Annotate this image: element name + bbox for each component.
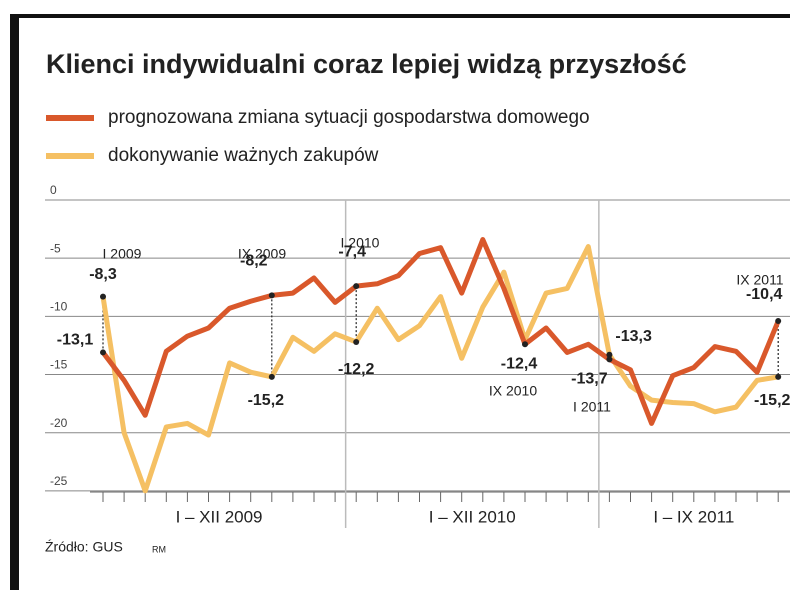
point [353, 338, 360, 345]
frame-bar [10, 14, 19, 590]
value-label: -8,3 [89, 266, 117, 283]
series-line [100, 244, 779, 494]
x-group-label: I – XII 2010 [429, 507, 516, 526]
point [522, 341, 528, 348]
annotation: I 2009 [103, 246, 142, 262]
y-tick-label: -10 [50, 300, 68, 314]
point [100, 349, 106, 356]
chart-title: Klienci indywidualni coraz lepiej widzą … [46, 49, 687, 79]
legend-label: dokonywanie ważnych zakupów [108, 145, 379, 166]
frame-top [10, 14, 790, 18]
annotation: IX 2009 [238, 246, 286, 262]
x-group-label: I – IX 2011 [653, 507, 734, 526]
value-label: -15,2 [248, 392, 285, 409]
y-tick-label: -20 [50, 416, 68, 430]
value-label: -15,2 [754, 392, 791, 409]
point [268, 292, 275, 299]
x-group-label: I – XII 2009 [176, 507, 263, 526]
y-tick-label: -25 [50, 474, 68, 488]
point [606, 351, 613, 358]
value-label: -10,4 [746, 286, 783, 303]
y-tick-label: 0 [50, 183, 57, 197]
point [353, 283, 360, 290]
series-line [101, 237, 781, 426]
value-label: -8,2 [240, 253, 268, 270]
value-label: -12,4 [501, 356, 538, 373]
point [775, 318, 782, 325]
annotation: I 2010 [341, 235, 380, 251]
annotation: I 2011 [573, 399, 611, 415]
value-label: -7,4 [338, 243, 366, 260]
annotation: IX 2010 [489, 383, 537, 399]
y-tick-label: -5 [50, 241, 61, 255]
value-label: -13,7 [571, 371, 608, 388]
point [268, 373, 275, 380]
value-label: -12,2 [338, 361, 375, 378]
y-tick-label: -15 [50, 358, 68, 372]
point [100, 293, 106, 300]
annotation: IX 2011 [736, 272, 783, 288]
point [775, 373, 782, 380]
value-label: -13,3 [615, 328, 652, 345]
author: RM [152, 544, 166, 554]
point [606, 356, 613, 363]
value-label: -13,1 [57, 332, 94, 349]
legend-label: prognozowana zmiana sytuacji gospodarstw… [108, 107, 590, 128]
source: Źródło: GUS [45, 539, 123, 555]
